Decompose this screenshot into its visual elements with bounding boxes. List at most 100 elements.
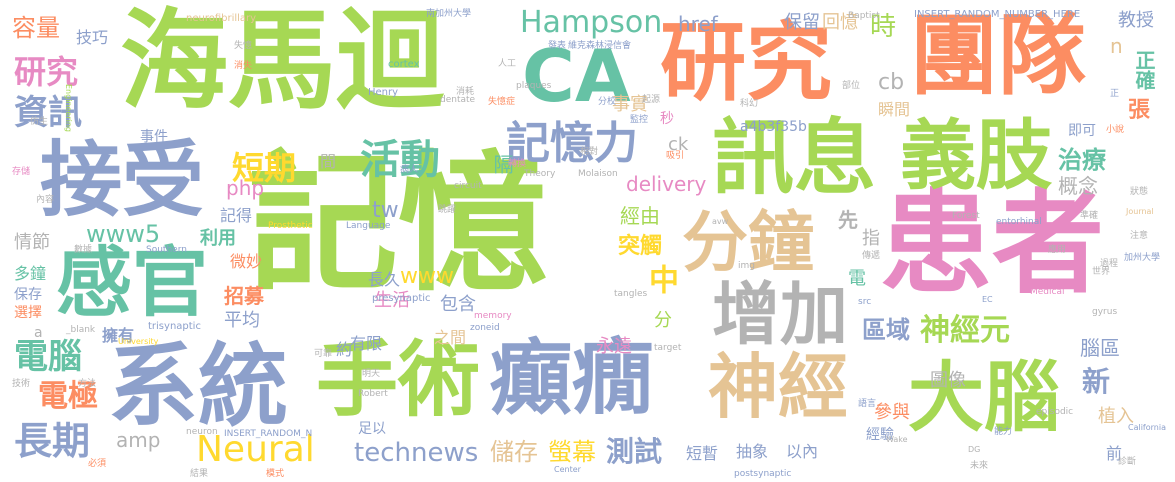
word-shunjian: 瞬間 bbox=[878, 100, 911, 119]
word-img: img bbox=[738, 261, 755, 271]
word-gainian: 概念 bbox=[1058, 174, 1098, 198]
word-changqi: 長期 bbox=[14, 419, 91, 463]
word-neuron: neuron bbox=[186, 427, 218, 437]
word-n: n bbox=[1110, 34, 1123, 58]
word-journal: Journal bbox=[1126, 207, 1154, 216]
word-entorhinal: entorhinal bbox=[996, 217, 1042, 227]
word-kehuan: 科幻 bbox=[740, 99, 759, 109]
word-jieshou: 接受 bbox=[40, 133, 205, 228]
word-jiqiao: 技巧 bbox=[76, 28, 109, 47]
word-amp: amp bbox=[116, 428, 161, 452]
word-jian: 間 bbox=[320, 152, 337, 171]
word-yanjiu-small: 研究 bbox=[14, 53, 79, 91]
word-neurofibrillary: neurofibrillary bbox=[186, 13, 257, 24]
word-buwei: 部位 bbox=[842, 81, 861, 91]
word-jiyi: 記憶 bbox=[248, 138, 549, 312]
word-dianxian: 癲癇 bbox=[490, 331, 655, 426]
word-shi: 時 bbox=[870, 12, 897, 42]
word-postsynaptic: postsynaptic bbox=[734, 469, 792, 479]
word-huodong: 活動 bbox=[360, 137, 440, 183]
word-quyu: 區域 bbox=[862, 316, 910, 344]
word-weilai: 未來 bbox=[970, 461, 989, 471]
word-trisynaptic: trisynaptic bbox=[148, 321, 201, 332]
word-qingjie: 情節 bbox=[14, 232, 50, 253]
word-dentate: dentate bbox=[440, 95, 476, 105]
word-kekao: 可靠 bbox=[314, 349, 333, 359]
word-cb: cb bbox=[878, 70, 905, 95]
word-xitong: 系統 bbox=[108, 334, 288, 439]
word-jishu: 技術 bbox=[12, 379, 31, 389]
word-language: Language bbox=[346, 221, 391, 231]
word-zhiru: 植入 bbox=[1098, 406, 1134, 427]
word-zoneid: zoneid bbox=[470, 323, 500, 333]
word-zhiliao: 治療 bbox=[1058, 146, 1106, 174]
word-miao: 秒 bbox=[660, 111, 674, 127]
word-changjiu: 長久 bbox=[368, 270, 401, 289]
word-xiangdui: 相對 bbox=[580, 147, 599, 157]
word-ca: CA bbox=[522, 34, 631, 118]
word-zuyi: 足以 bbox=[358, 421, 386, 437]
word-dg: DG bbox=[968, 445, 981, 454]
word-baoliu: 保留 bbox=[784, 12, 820, 33]
word-shixiang: 失憶症 bbox=[488, 97, 516, 107]
word-shijie: 世界 bbox=[1092, 267, 1111, 277]
word-jingyan: 經驗 bbox=[866, 427, 894, 443]
word-moshi: 模式 bbox=[266, 469, 285, 479]
word-medical: Medical bbox=[1030, 287, 1065, 297]
word-yinei: 以內 bbox=[786, 442, 819, 461]
word-gyrus: gyrus bbox=[1092, 307, 1118, 317]
word-duanqi: 短期 bbox=[232, 149, 297, 187]
word-jieguo: 結果 bbox=[190, 469, 209, 479]
word-delivery: delivery bbox=[626, 172, 707, 196]
word-avw: avw bbox=[712, 217, 729, 226]
word-tuxiang: 圖像 bbox=[930, 370, 966, 391]
word-shenjingyuan: 神經元 bbox=[920, 313, 1010, 348]
word-danao: 大腦 bbox=[908, 353, 1060, 442]
word-jide: 記得 bbox=[220, 206, 253, 225]
word-forest: Forest bbox=[952, 211, 980, 221]
word-henry: Henry bbox=[368, 87, 399, 98]
word-huanzhe: 患者 bbox=[880, 179, 1104, 309]
word-shuju: 數據 bbox=[74, 245, 93, 255]
word-cunchu: 存儲 bbox=[12, 167, 31, 177]
word-zhang: 張 bbox=[1128, 98, 1151, 123]
word-ganguan: 感官 bbox=[56, 238, 208, 327]
word-jiaoshou: 教授 bbox=[1118, 10, 1154, 31]
word-rongliang: 容量 bbox=[12, 14, 60, 42]
word-california: California bbox=[1128, 423, 1166, 432]
word-duozhong: 多鐘 bbox=[14, 264, 47, 283]
word-yongyuan: 永遠 bbox=[596, 336, 632, 357]
word-naoqu: 腦區 bbox=[1080, 336, 1120, 360]
word-liyong: 利用 bbox=[200, 228, 236, 249]
word-robert: Robert bbox=[358, 389, 388, 399]
word-tangles: tangles bbox=[614, 289, 648, 299]
word-shenghuo: 生活 bbox=[374, 290, 410, 311]
word-zengjia: 增加 bbox=[712, 276, 849, 355]
word-duanzan: 短暫 bbox=[686, 444, 719, 463]
word-episodic: episodic bbox=[1036, 407, 1074, 417]
word-qiyuan: 起源 bbox=[642, 95, 661, 105]
word-ceshi: 測試 bbox=[606, 435, 663, 468]
word-nengli: 能力 bbox=[994, 427, 1013, 437]
word-php: php bbox=[226, 176, 265, 200]
word-chuchun: 儲存 bbox=[490, 438, 538, 466]
word-jiazhou: 加州大學 bbox=[1124, 253, 1161, 263]
word-pingjun: 平均 bbox=[224, 310, 260, 331]
word-weikesen: 維克森林浸信會 bbox=[568, 41, 632, 51]
word-neirong: 內容 bbox=[36, 195, 55, 205]
word-xunxi: 訊息 bbox=[712, 111, 877, 206]
word-xiyin: 吸引 bbox=[666, 151, 685, 161]
word-xin: 新 bbox=[1082, 365, 1111, 398]
word-center: Center bbox=[554, 465, 581, 474]
word-shijian: 事件 bbox=[140, 129, 168, 145]
word-bixu: 必須 bbox=[88, 459, 107, 469]
word-target: target bbox=[654, 343, 682, 353]
word-yanjiu-big: 研究 bbox=[660, 13, 832, 113]
word-a: a bbox=[34, 325, 43, 341]
word-mingtian: 明天 bbox=[362, 369, 381, 379]
word-baptist: Baptist bbox=[848, 11, 880, 21]
word-diannao: 電腦 bbox=[14, 337, 82, 377]
word-youxian: 有限 bbox=[350, 334, 383, 353]
word-fenzhong: 分鐘 bbox=[682, 204, 814, 281]
